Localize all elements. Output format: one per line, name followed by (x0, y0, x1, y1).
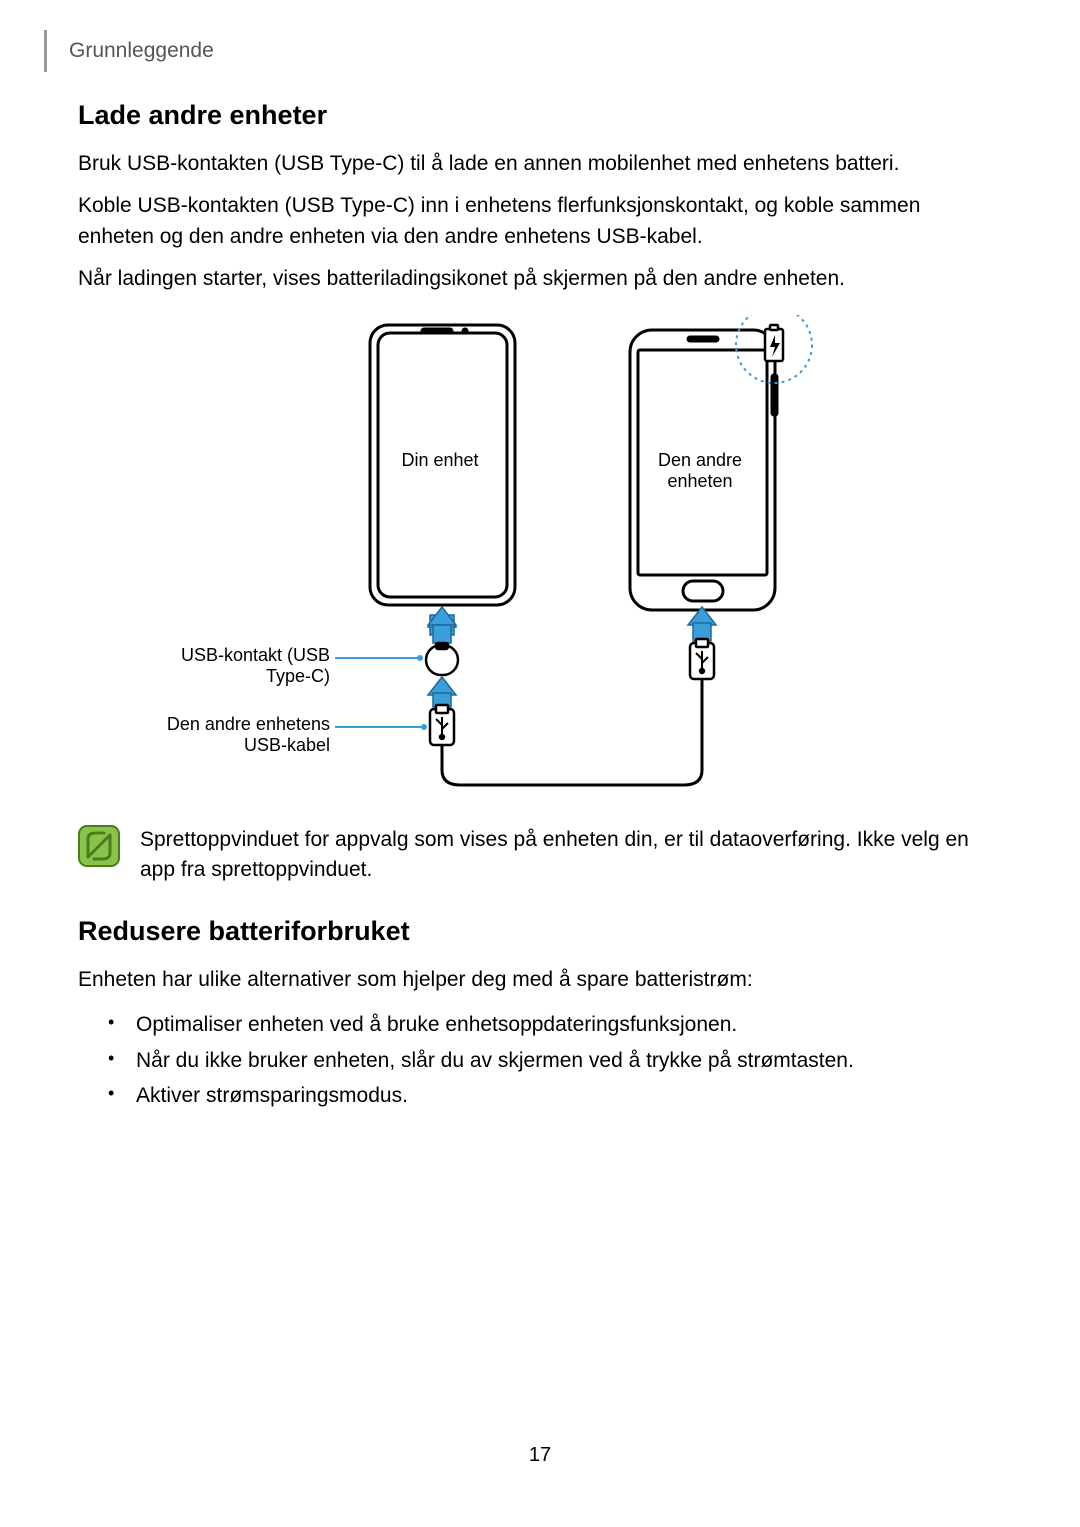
label-other-device-line2: enheten (640, 471, 760, 492)
page-number: 17 (0, 1444, 1080, 1467)
section-name: Grunnleggende (69, 39, 214, 63)
heading-charge-other: Lade andre enheter (78, 100, 1002, 131)
note-text: Sprettoppvinduet for appvalg som vises p… (140, 825, 1002, 886)
label-your-device: Din enhet (380, 450, 500, 471)
label-usb-connector-line2: Type-C) (170, 666, 330, 687)
note-icon (78, 825, 120, 867)
para-2: Koble USB-kontakten (USB Type-C) inn i e… (78, 191, 1002, 252)
list-item: Optimaliser enheten ved å bruke enhetsop… (108, 1007, 1002, 1043)
label-usb-connector-line1: USB-kontakt (USB (170, 645, 330, 666)
charging-diagram: Din enhet Den andre enheten USB-kontakt … (190, 315, 890, 795)
para-3: Når ladingen starter, vises batteriladin… (78, 264, 1002, 294)
list-item: Aktiver strømsparingsmodus. (108, 1078, 1002, 1114)
page-content: Lade andre enheter Bruk USB-kontakten (U… (78, 100, 1002, 1114)
bullet-list: Optimaliser enheten ved å bruke enhetsop… (78, 1007, 1002, 1114)
label-other-cable-line1: Den andre enhetens (150, 714, 330, 735)
label-other-device-line1: Den andre (640, 450, 760, 471)
note-block: Sprettoppvinduet for appvalg som vises p… (78, 825, 1002, 886)
heading-reduce-battery: Redusere batteriforbruket (78, 916, 1002, 947)
para-intro: Enheten har ulike alternativer som hjelp… (78, 965, 1002, 995)
para-1: Bruk USB-kontakten (USB Type-C) til å la… (78, 149, 1002, 179)
header-divider (44, 30, 47, 72)
list-item: Når du ikke bruker enheten, slår du av s… (108, 1043, 1002, 1079)
page-header: Grunnleggende (44, 30, 214, 72)
label-other-cable-line2: USB-kabel (150, 735, 330, 756)
